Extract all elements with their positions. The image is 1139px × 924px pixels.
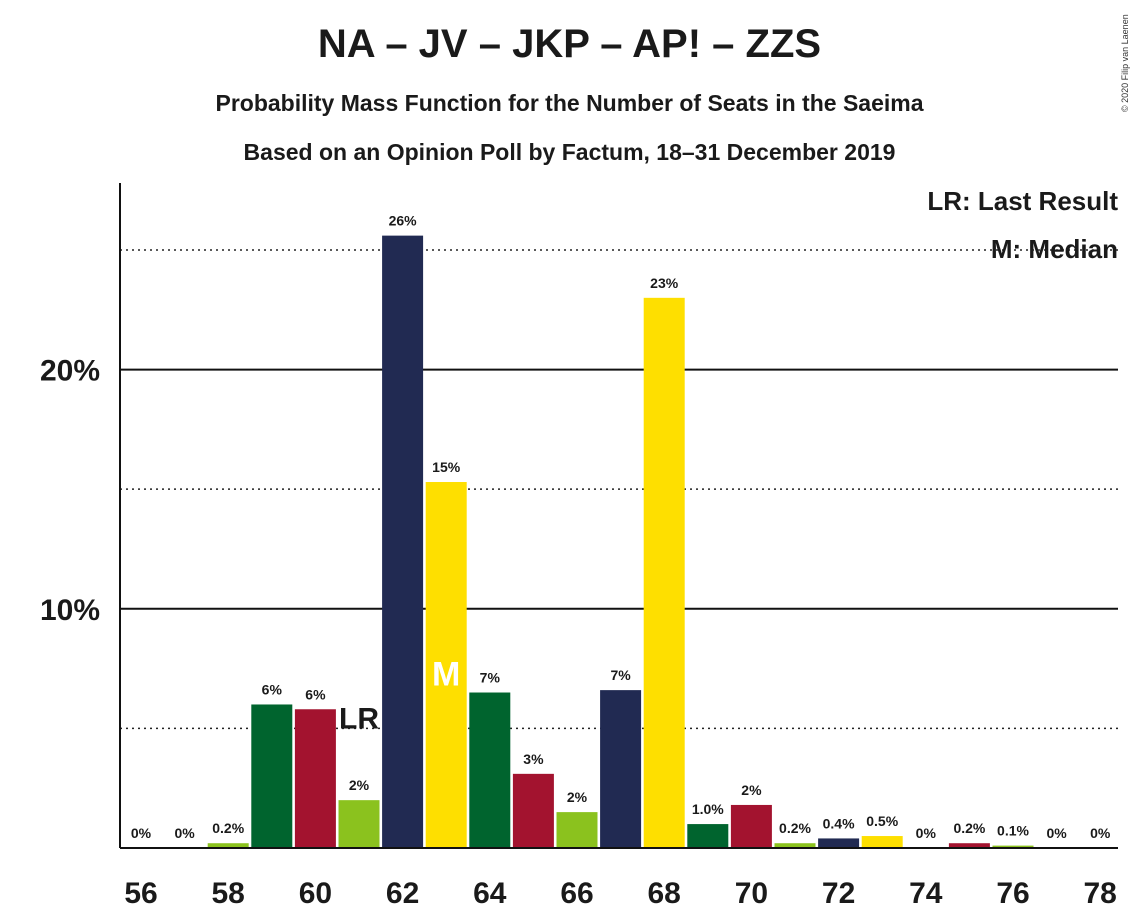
bar-value-label: 1.0%: [692, 801, 724, 817]
chart-source-line: Based on an Opinion Poll by Factum, 18–3…: [243, 139, 896, 165]
bar-value-label: 0.2%: [212, 820, 244, 836]
bar-value-label: 0%: [174, 825, 195, 841]
bar-value-label: 0.2%: [779, 820, 811, 836]
x-tick-label: 56: [124, 877, 157, 910]
x-tick-label: 66: [560, 877, 593, 910]
bar-value-label: 2%: [567, 789, 588, 805]
median-marker: M: [432, 655, 460, 693]
bar-value-label: 23%: [650, 275, 679, 291]
bar-value-label: 15%: [432, 459, 461, 475]
bar-seats-73: [861, 836, 903, 848]
bar-seats-61: [338, 800, 380, 848]
x-tick-label: 60: [299, 877, 332, 910]
x-tick-label: 72: [822, 877, 855, 910]
x-tick-label: 58: [212, 877, 245, 910]
bar-seats-60: [294, 709, 336, 848]
bar-seats-59: [251, 704, 293, 848]
bar-seats-71: [774, 843, 816, 848]
axes: 10% 20% 56 58 60 62 64 66 68 70 72 74 76 78: [40, 183, 1118, 910]
bar-value-label: 7%: [610, 667, 631, 683]
x-tick-label: 76: [996, 877, 1029, 910]
legend-median: M: Median: [991, 234, 1118, 264]
legend: LR: Last Result M: Median: [927, 186, 1118, 264]
bar-value-label: 0%: [1090, 825, 1111, 841]
bar-value-label: 6%: [262, 681, 283, 697]
bar-seats-72: [818, 838, 860, 848]
bar-value-label: 0.5%: [866, 813, 898, 829]
bar-seats-68: [643, 297, 685, 848]
bar-seats-62: [382, 235, 424, 848]
y-tick-label: 20%: [40, 355, 100, 388]
bar-seats-65: [512, 773, 554, 848]
bar-seats-63: [425, 482, 467, 848]
bar-labels: 0% 0% 0.2% 6% 6% 2% 26% 15% 7% 3% 2% 7% 23% 1.0% 2% 0.2…: [131, 213, 1111, 841]
bar-value-label: 0%: [131, 825, 152, 841]
bar-seats-70: [730, 804, 772, 848]
x-tick-label: 78: [1084, 877, 1117, 910]
bar-value-label: 7%: [480, 670, 501, 686]
bar-value-label: 0.1%: [997, 823, 1029, 839]
bar-seats-67: [600, 690, 642, 848]
bar-value-label: 26%: [389, 213, 418, 229]
bar-value-label: 3%: [523, 751, 544, 767]
x-tick-label: 74: [909, 877, 943, 910]
gridlines: [120, 249, 1118, 730]
bar-value-label: 0.4%: [823, 815, 855, 831]
last-result-marker: LR: [339, 702, 379, 735]
bar-value-label: 0%: [1046, 825, 1067, 841]
bar-seats-64: [469, 692, 511, 848]
bar-value-label: 0.2%: [953, 820, 985, 836]
bars: [207, 235, 1034, 848]
x-tick-label: 70: [735, 877, 768, 910]
bar-value-label: 2%: [741, 782, 762, 798]
chart-title: NA – JV – JKP – AP! – ZZS: [317, 22, 822, 66]
bar-seats-66: [556, 812, 598, 848]
y-tick-label: 10%: [40, 594, 100, 627]
bar-value-label: 6%: [305, 686, 326, 702]
bar-seats-58: [207, 843, 249, 848]
bar-seats-76: [992, 845, 1034, 848]
bar-seats-75: [948, 843, 990, 848]
legend-last-result: LR: Last Result: [927, 186, 1118, 216]
x-tick-label: 64: [473, 877, 507, 910]
x-tick-label: 62: [386, 877, 419, 910]
chart-subtitle: Probability Mass Function for the Number…: [215, 90, 924, 116]
bar-seats-69: [687, 824, 729, 848]
bar-value-label: 2%: [349, 777, 370, 793]
x-tick-label: 68: [648, 877, 681, 910]
bar-value-label: 0%: [916, 825, 937, 841]
